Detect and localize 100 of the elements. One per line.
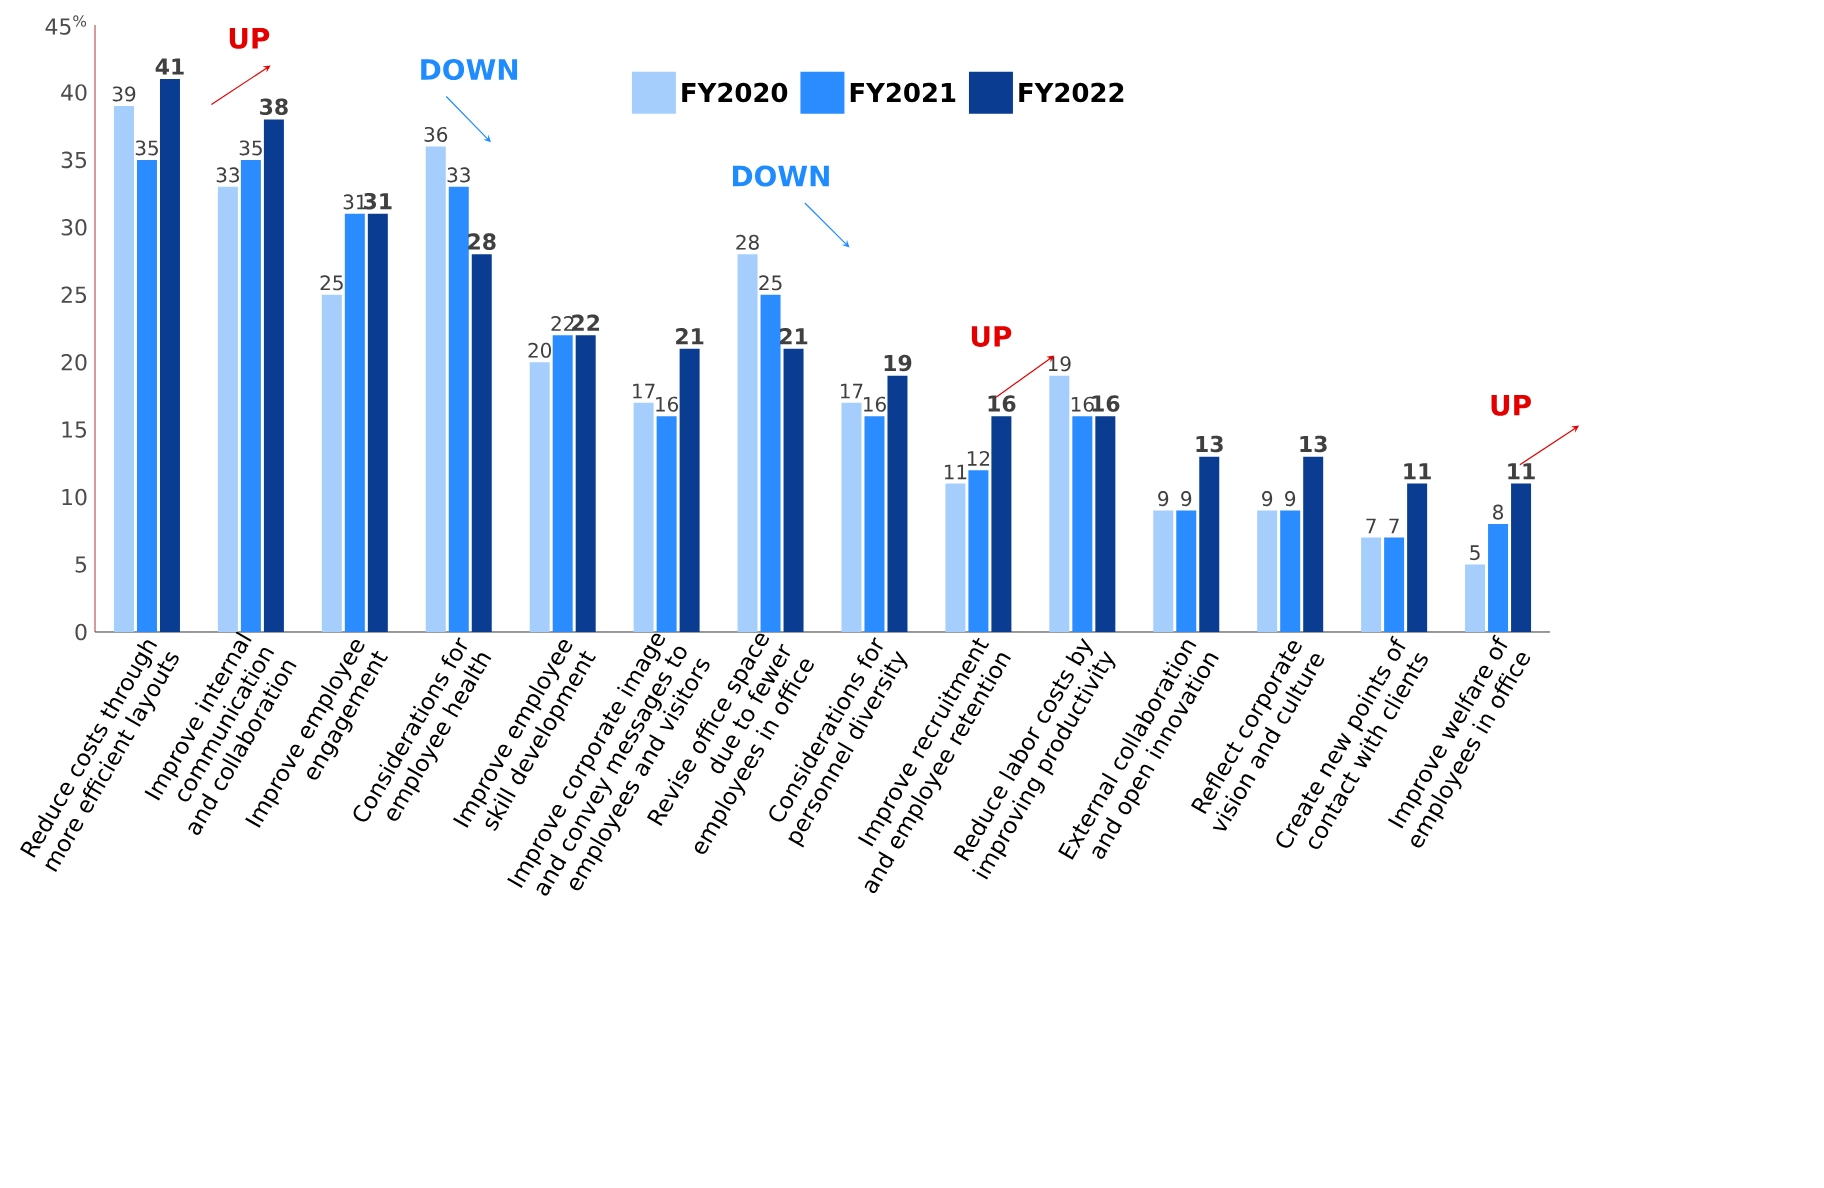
data-label: 16 [1071, 396, 1094, 412]
data-label: 31 [343, 194, 366, 210]
bar [633, 402, 654, 632]
y-tick-label: 40 [61, 84, 87, 101]
bar [240, 159, 261, 632]
bar [1095, 416, 1116, 632]
data-label: 13 [1196, 435, 1223, 453]
bar [945, 483, 966, 632]
bar [864, 416, 885, 632]
data-label: 9 [1158, 491, 1169, 507]
data-label: 16 [1092, 395, 1120, 412]
bar [471, 254, 492, 632]
bar [887, 375, 908, 632]
bar [1384, 537, 1405, 632]
bar [136, 159, 157, 632]
data-label: 25 [320, 275, 343, 291]
data-label: 21 [676, 328, 704, 345]
bar [1511, 483, 1532, 632]
bar [1199, 456, 1220, 632]
annotation: DOWN [733, 165, 829, 187]
data-label: 12 [967, 450, 990, 466]
data-label: 22 [551, 316, 574, 331]
bar [1176, 510, 1197, 632]
legend-label: FY2022 [1019, 82, 1124, 103]
y-tick-label: 0 [75, 623, 87, 641]
data-label: 33 [216, 167, 239, 183]
data-label: 8 [1493, 504, 1504, 520]
data-label: 16 [656, 396, 679, 412]
bar [968, 470, 989, 632]
y-tick-label: 20 [61, 353, 87, 371]
bar [425, 146, 446, 632]
bar [321, 294, 342, 632]
y-tick-label: 10 [62, 488, 87, 506]
data-label: 35 [239, 140, 262, 156]
y-tick-label: 45$^{%}$ [45, 15, 87, 35]
data-label: 41 [155, 58, 184, 75]
data-label: 36 [424, 126, 448, 142]
data-label: 22 [572, 314, 600, 331]
bar [783, 348, 804, 632]
data-label: 33 [447, 167, 470, 183]
bar [841, 402, 862, 632]
annotation: UP [229, 28, 270, 49]
data-label: 28 [736, 234, 759, 250]
annotation: DOWN [421, 58, 518, 81]
bar [1280, 510, 1301, 632]
data-label: 16 [863, 396, 886, 412]
data-label: 11 [1508, 463, 1535, 480]
data-label: 19 [884, 354, 912, 372]
bar [760, 294, 781, 632]
bar [1361, 537, 1382, 632]
bar [263, 119, 284, 632]
bar [1153, 510, 1174, 632]
data-label: 11 [944, 464, 967, 480]
bar [344, 213, 365, 632]
bar [1407, 483, 1428, 632]
legend-label: FY2021 [850, 82, 956, 103]
legend-label: FY2020 [682, 82, 788, 103]
bar [1488, 524, 1509, 632]
bar [737, 254, 758, 632]
bar [217, 186, 238, 632]
data-label: 17 [633, 383, 655, 399]
bar [367, 213, 388, 632]
bar [991, 416, 1012, 632]
y-tick-label: 15 [62, 421, 87, 438]
data-label: 35 [135, 140, 158, 156]
data-label: 9 [1181, 491, 1192, 507]
bar [552, 335, 573, 632]
data-label: 16 [988, 395, 1016, 412]
bar [1303, 456, 1324, 632]
y-tick-label: 30 [61, 219, 87, 236]
data-label: 5 [1470, 545, 1480, 561]
y-tick-label: 5 [75, 556, 87, 573]
y-tick-label: 35 [61, 151, 87, 169]
data-label: 31 [364, 192, 392, 210]
data-label: 25 [759, 275, 782, 291]
bar [159, 78, 180, 632]
bar [113, 105, 134, 632]
data-label: 20 [528, 342, 552, 358]
bar [448, 186, 469, 632]
bar [656, 416, 677, 632]
y-tick-label: 25 [61, 286, 87, 304]
bar [529, 362, 550, 632]
data-label: 7 [1366, 518, 1376, 534]
bar [575, 335, 596, 632]
data-label: 19 [1048, 356, 1071, 372]
bar [1049, 375, 1070, 632]
bar [679, 348, 700, 632]
data-label: 13 [1300, 435, 1327, 453]
data-label: 9 [1262, 491, 1273, 507]
data-label: 11 [1404, 463, 1431, 480]
data-label: 38 [260, 98, 288, 116]
data-label: 17 [840, 383, 863, 399]
data-label: 39 [112, 86, 136, 102]
bar [1257, 510, 1278, 632]
bar [1465, 564, 1486, 632]
bar [1072, 416, 1093, 632]
annotation: UP [1491, 395, 1531, 416]
annotation: UP [971, 326, 1012, 347]
data-label: 7 [1389, 518, 1399, 534]
data-label: 9 [1285, 491, 1296, 507]
